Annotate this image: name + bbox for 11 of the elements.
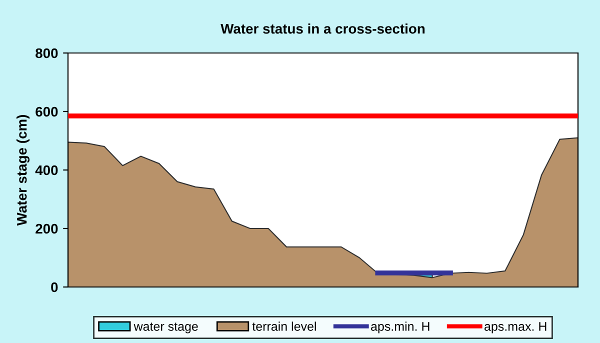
legend-label: aps.max. H: [484, 322, 546, 334]
y-tick-label: 200: [36, 224, 58, 234]
y-tick-label: 0: [51, 282, 58, 292]
y-axis-title: Water stage (cm): [16, 114, 30, 226]
y-tick-label: 400: [35, 165, 58, 176]
chart-title: Water status in a cross-section: [220, 23, 425, 34]
legend-label: terrain level: [252, 322, 316, 331]
y-tick-label: 600: [36, 106, 58, 117]
legend-label: aps.min. H: [371, 322, 430, 334]
y-tick-label: 800: [36, 48, 58, 58]
legend-label: water stage: [134, 322, 198, 334]
